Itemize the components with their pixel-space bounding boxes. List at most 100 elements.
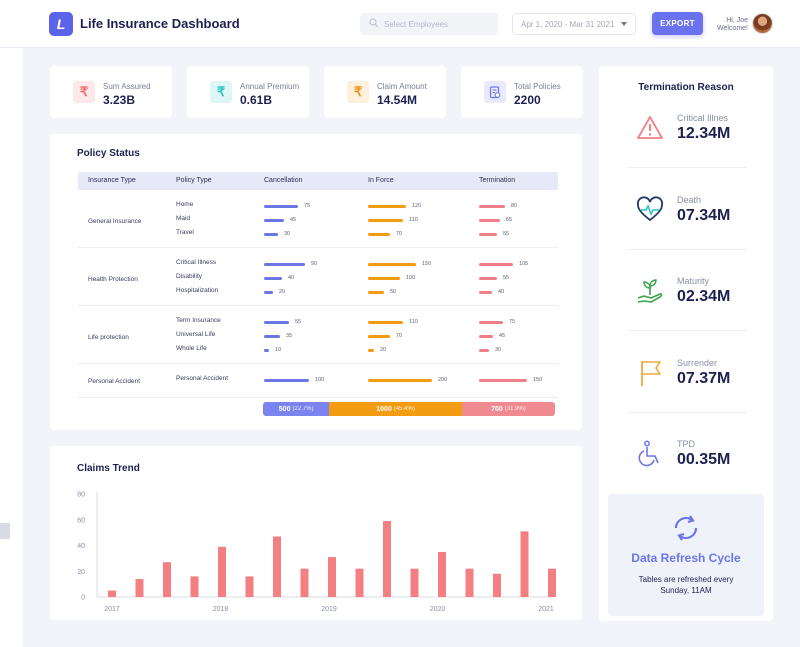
cancellation-bar bbox=[264, 349, 269, 352]
in-force-bar bbox=[368, 205, 406, 208]
in-force-bar bbox=[368, 321, 403, 324]
y-tick-label: 80 bbox=[77, 492, 85, 499]
in-force-bar bbox=[368, 219, 403, 222]
claims-bar bbox=[108, 590, 116, 597]
y-tick-label: 0 bbox=[81, 595, 85, 602]
search-icon bbox=[369, 18, 379, 28]
cancellation-bar bbox=[264, 335, 280, 338]
policy-type-cell: Universal Life bbox=[176, 331, 216, 338]
kpi-value: 3.23B bbox=[103, 93, 136, 107]
policy-status-card: Policy Status Insurance Type Policy Type C… bbox=[50, 134, 582, 430]
termination-bar bbox=[479, 349, 489, 352]
in-force-value: 120 bbox=[412, 203, 422, 209]
termination-value: 30 bbox=[495, 347, 502, 353]
total-segment: 700 (31.9%) bbox=[461, 402, 555, 416]
policy-type-cell: Term Insurance bbox=[176, 317, 221, 324]
x-tick-label: 2017 bbox=[104, 606, 120, 613]
claims-bar bbox=[245, 576, 254, 597]
kpi-value: 2200 bbox=[514, 93, 541, 107]
claims-bar bbox=[548, 568, 556, 597]
claims-bar bbox=[410, 568, 419, 597]
in-force-value: 70 bbox=[396, 231, 403, 237]
claims-bar bbox=[520, 531, 529, 597]
rupee-icon: ₹ bbox=[347, 81, 369, 103]
column-header: In Force bbox=[368, 177, 394, 184]
in-force-value: 70 bbox=[396, 333, 403, 339]
cancellation-bar bbox=[264, 233, 278, 236]
cancellation-bar bbox=[264, 291, 273, 294]
y-tick-label: 60 bbox=[77, 517, 85, 524]
search-input[interactable] bbox=[384, 16, 492, 32]
total-percent: (22.7%) bbox=[292, 406, 314, 412]
claims-trend-chart: 0 20 40 60 80 2017 2018 2019 2020 2021 bbox=[77, 492, 556, 613]
termination-item: Surrender 07.37M bbox=[599, 348, 765, 428]
claims-bar bbox=[300, 568, 309, 597]
column-header: Insurance Type bbox=[88, 177, 136, 184]
claims-bar bbox=[273, 536, 281, 597]
refresh-line-1: Tables are refreshed every bbox=[638, 575, 734, 584]
policy-type-cell: Home bbox=[176, 201, 194, 208]
claims-bar bbox=[163, 562, 171, 597]
termination-label: Death bbox=[677, 194, 702, 205]
export-button[interactable]: EXPORT bbox=[652, 12, 703, 35]
claims-bar bbox=[218, 546, 226, 597]
refresh-line-2: Sunday, 11AM bbox=[660, 586, 712, 595]
date-range-select[interactable]: Apr 1, 2020 - Mar 31 2021 bbox=[512, 13, 636, 35]
claims-bar bbox=[190, 576, 199, 597]
app-logo[interactable]: L bbox=[49, 12, 73, 36]
policy-table-header: Insurance Type Policy Type Cancellation In … bbox=[78, 172, 558, 190]
group-divider bbox=[78, 305, 558, 306]
policy-document-icon bbox=[484, 81, 506, 103]
date-range-value: Apr 1, 2020 - Mar 31 2021 bbox=[521, 20, 615, 29]
in-force-bar bbox=[368, 291, 384, 294]
cancellation-bar bbox=[264, 205, 298, 208]
termination-bar bbox=[479, 335, 493, 338]
refresh-cycle-icon bbox=[674, 515, 698, 541]
user-greeting: Hi, Joe Welcome! bbox=[708, 17, 748, 33]
claims-bar bbox=[493, 573, 501, 597]
termination-value: 55 bbox=[503, 231, 510, 237]
in-force-value: 110 bbox=[409, 319, 418, 325]
in-force-bar bbox=[368, 233, 390, 236]
termination-value: 75 bbox=[509, 319, 516, 325]
top-bar: L Life Insurance Dashboard Apr 1, 2020 -… bbox=[0, 0, 800, 48]
kpi-card: ₹ Claim Amount 14.54M bbox=[324, 66, 446, 118]
termination-bar bbox=[479, 219, 500, 222]
group-divider bbox=[78, 363, 558, 364]
x-tick-label: 2020 bbox=[430, 606, 446, 613]
policy-totals-bar: 500 (22.7%) 1000 (45.4%) 700 (31.9%) bbox=[263, 402, 555, 416]
policy-status-title: Policy Status bbox=[77, 148, 140, 159]
app-title: Life Insurance Dashboard bbox=[80, 16, 240, 31]
in-force-value: 200 bbox=[438, 377, 448, 383]
user-avatar[interactable] bbox=[752, 13, 773, 34]
termination-bar bbox=[479, 205, 505, 208]
x-tick-label: 2021 bbox=[538, 606, 554, 613]
hand-plant-icon bbox=[635, 276, 665, 306]
termination-value: 07.34M bbox=[677, 206, 731, 224]
termination-bar bbox=[479, 321, 503, 324]
insurance-type-cell: Personal Accident bbox=[88, 378, 141, 385]
heartbeat-icon bbox=[635, 195, 665, 225]
column-header: Cancellation bbox=[264, 177, 303, 184]
refresh-title: Data Refresh Cycle bbox=[631, 551, 741, 565]
cancellation-value: 45 bbox=[290, 217, 297, 223]
insurance-type-cell: Health Protection bbox=[88, 276, 138, 283]
termination-label: TPD bbox=[677, 439, 695, 449]
termination-value: 150 bbox=[533, 377, 543, 383]
cancellation-value: 10 bbox=[275, 347, 282, 353]
in-force-bar bbox=[368, 263, 416, 266]
y-tick-label: 40 bbox=[77, 543, 85, 550]
policy-type-cell: Disability bbox=[176, 273, 203, 280]
termination-divider bbox=[627, 248, 747, 250]
sidebar-toggle[interactable] bbox=[0, 523, 10, 539]
termination-value: 80 bbox=[511, 203, 518, 209]
total-percent: (31.9%) bbox=[504, 406, 526, 412]
termination-bar bbox=[479, 277, 497, 280]
employee-search[interactable] bbox=[360, 13, 498, 35]
claims-trend-title: Claims Trend bbox=[77, 463, 140, 474]
rupee-icon: ₹ bbox=[210, 81, 232, 103]
termination-value: 55 bbox=[503, 275, 510, 281]
left-sidebar bbox=[0, 48, 23, 647]
kpi-label: Claim Amount bbox=[377, 82, 427, 91]
greeting-name: Hi, Joe bbox=[726, 17, 748, 24]
